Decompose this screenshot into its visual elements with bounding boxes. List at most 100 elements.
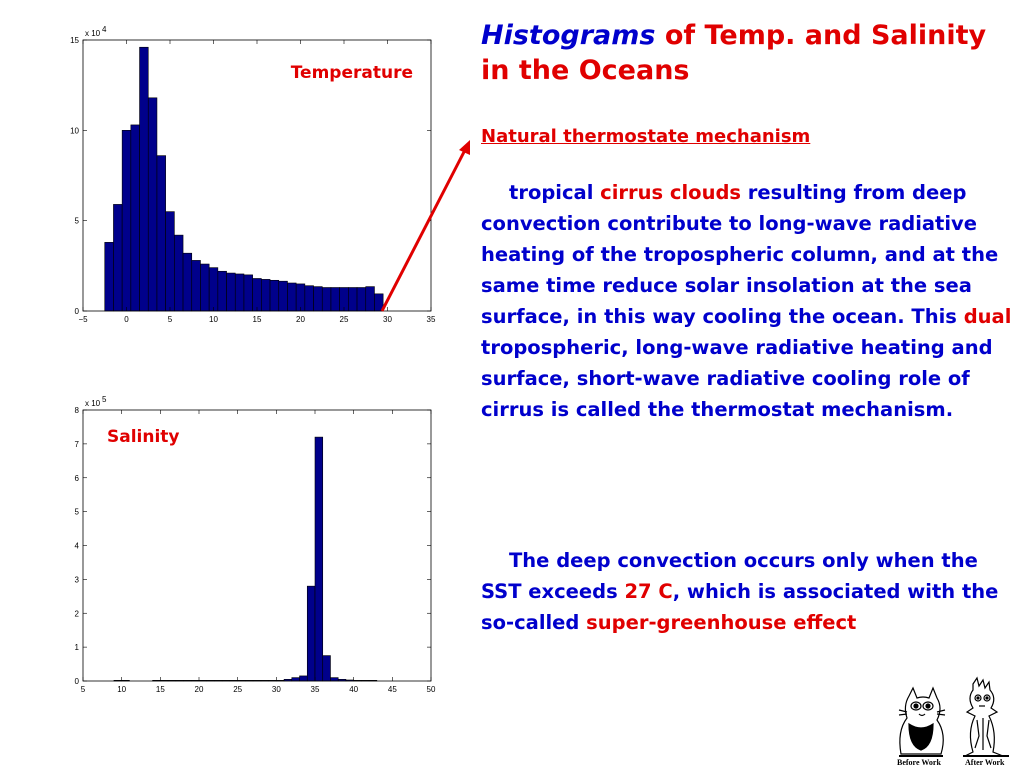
paragraph-cirrus: tropical cirrus clouds resulting from de… [481, 177, 1016, 425]
histogram-bar [278, 280, 288, 312]
histogram-bar [113, 204, 123, 312]
x-tick-label: 40 [349, 685, 358, 694]
pointer-arrow-head [459, 140, 470, 155]
histogram-bar [226, 272, 236, 312]
title-rest: of Temp. and Salinity in the Oceans [481, 20, 987, 86]
salinity-chart-label: Salinity [107, 427, 180, 447]
before-work-label: Before Work [897, 758, 941, 766]
y-multiplier-label: x 10 [85, 29, 101, 38]
histogram-bar [200, 263, 210, 312]
y-tick-label: 7 [75, 440, 80, 449]
x-tick-label: 0 [124, 315, 129, 324]
histogram-bar [234, 273, 245, 312]
histogram-bar [191, 260, 201, 312]
before-work-cat-icon [898, 686, 946, 757]
title-histograms-word: Histograms [481, 20, 656, 51]
histogram-bar [121, 130, 132, 312]
plot-frame [82, 409, 432, 682]
y-tick-label: 3 [75, 575, 80, 584]
para2-text-2: , which is associated with the so-called [481, 580, 999, 634]
para1-dual: dual [963, 305, 1012, 328]
y-tick-label: 2 [75, 609, 80, 618]
slide-subtitle: Natural thermostate mechanism [481, 126, 811, 147]
histogram-bar [291, 677, 300, 682]
y-tick-label: 5 [75, 508, 80, 517]
histogram-bar [287, 282, 297, 312]
x-tick-label: 10 [117, 685, 126, 694]
histogram-bar [269, 279, 280, 312]
histogram-bar [174, 234, 184, 312]
histogram-bar [365, 286, 375, 312]
x-tick-label: 5 [168, 315, 173, 324]
temperature-chart-label: Temperature [291, 63, 413, 83]
histogram-bar [261, 279, 271, 312]
histogram-bar [295, 283, 306, 312]
y-tick-label: 8 [75, 406, 80, 415]
histogram-bar [330, 677, 339, 682]
cat-cartoon-icon: Before Work After Work [897, 676, 1009, 766]
histogram-bar [104, 242, 114, 312]
slide-title: Histograms of Temp. and Salinity in the … [481, 18, 1016, 88]
y-multiplier-label: x 10 [85, 399, 101, 408]
histogram-bar [243, 274, 253, 312]
after-work-label: After Work [965, 758, 1005, 766]
histogram-bar [182, 252, 193, 312]
histogram-bar [304, 285, 314, 312]
y-tick-label: 6 [75, 474, 80, 483]
para2-text-1: The deep convection occurs only when the… [481, 549, 978, 603]
histogram-bar [330, 287, 340, 312]
histogram-bar [165, 211, 175, 312]
paragraph-convection: The deep convection occurs only when the… [481, 545, 1016, 638]
y-tick-label: 5 [75, 217, 80, 226]
histogram-bar [314, 436, 324, 682]
x-tick-label: 10 [209, 315, 218, 324]
histogram-bar [322, 655, 331, 682]
x-tick-label: 15 [156, 685, 165, 694]
histogram-bar [217, 270, 227, 312]
y-tick-label: 15 [70, 36, 79, 45]
para1-text-2: resulting from deep convection contribut… [481, 181, 999, 328]
histogram-bar [147, 97, 158, 312]
histogram-bar [139, 46, 149, 312]
histogram-bar [156, 155, 166, 312]
y-multiplier-exponent: 4 [102, 25, 107, 34]
x-tick-label: 30 [272, 685, 281, 694]
y-tick-label: 1 [75, 643, 80, 652]
x-tick-label: 30 [383, 315, 392, 324]
y-tick-label: 4 [75, 542, 80, 551]
x-tick-label: 45 [388, 685, 397, 694]
x-tick-label: 25 [340, 315, 349, 324]
para2-super-greenhouse: super-greenhouse effect [586, 611, 857, 634]
y-multiplier-exponent: 5 [102, 395, 107, 404]
x-tick-label: 50 [427, 685, 436, 694]
histogram-bar [306, 585, 316, 682]
x-tick-label: 5 [81, 685, 86, 694]
y-tick-label: 0 [75, 677, 80, 686]
x-tick-label: 20 [296, 315, 305, 324]
x-tick-label: 20 [195, 685, 204, 694]
histogram-bar [208, 267, 219, 312]
histogram-bar [313, 286, 323, 312]
histogram-bar [321, 287, 332, 312]
y-tick-label: 10 [70, 126, 79, 135]
para1-text-3: tropospheric, long-wave radiative heatin… [481, 336, 993, 421]
histogram-bar [252, 278, 262, 312]
x-tick-label: −5 [78, 315, 88, 324]
after-work-cat-icon [963, 676, 1009, 757]
x-tick-label: 35 [311, 685, 320, 694]
para2-27c: 27 C [624, 580, 673, 603]
pointer-arrow-line [380, 149, 467, 312]
x-tick-label: 35 [427, 315, 436, 324]
histogram-bar [356, 287, 367, 312]
x-tick-label: 15 [253, 315, 262, 324]
histogram-bar [348, 287, 358, 312]
x-tick-label: 25 [233, 685, 242, 694]
para1-text-1: tropical [509, 181, 601, 204]
histogram-bar [130, 124, 140, 312]
y-tick-label: 0 [75, 307, 80, 316]
para1-cirrus-clouds: cirrus clouds [600, 181, 742, 204]
histogram-bar [299, 675, 308, 682]
